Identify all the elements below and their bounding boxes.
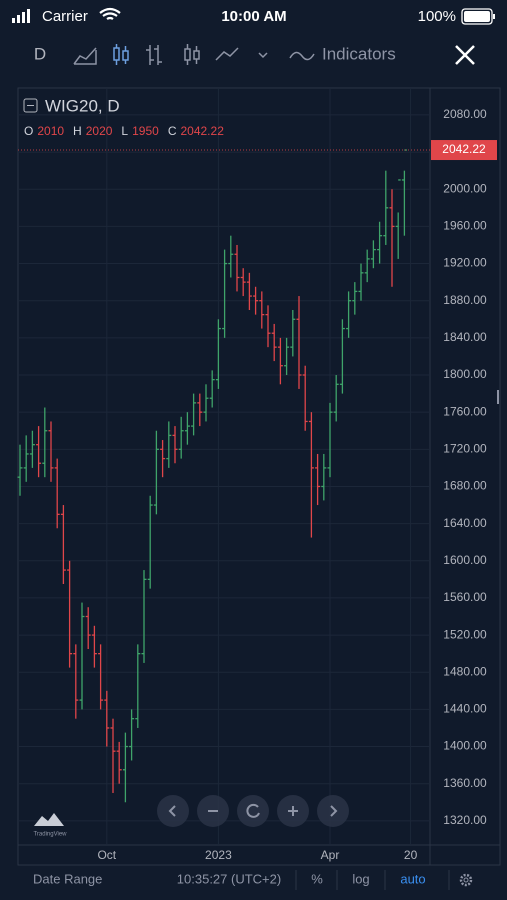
y-tick-label: 1800.00: [443, 367, 487, 381]
y-tick-label: 1720.00: [443, 441, 487, 455]
y-tick-label: 1880.00: [443, 293, 487, 307]
nav-buttons: [157, 795, 349, 827]
timezone-clock[interactable]: 10:35:27 (UTC+2): [177, 871, 281, 886]
y-tick-label: 1680.00: [443, 479, 487, 493]
ohlc-legend: O 2010 H 2020 L 1950 C 2042.22: [24, 124, 224, 138]
y-tick-label: 2000.00: [443, 181, 487, 195]
y-tick-label: 2080.00: [443, 107, 487, 121]
ohlc-key: O: [24, 124, 33, 138]
battery-icon: [461, 8, 495, 25]
line-chart-button[interactable]: [215, 47, 239, 61]
logo-icon: [34, 813, 64, 826]
scroll-right-button[interactable]: [317, 795, 349, 827]
area-chart-button[interactable]: [73, 47, 97, 65]
ohlc-key: H: [73, 124, 82, 138]
close-button[interactable]: [455, 45, 475, 65]
y-tick-label: 1840.00: [443, 330, 487, 344]
y-tick-label: 1440.00: [443, 702, 487, 716]
plot: [17, 88, 430, 845]
last-price-label: 2042.22: [442, 142, 486, 156]
y-tick-label: 1640.00: [443, 516, 487, 530]
collapse-button[interactable]: [23, 98, 38, 113]
y-tick-label: 1960.00: [443, 219, 487, 233]
resize-handle[interactable]: [497, 390, 499, 404]
x-tick-label: Apr: [321, 848, 340, 862]
y-tick-label: 1360.00: [443, 776, 487, 790]
ohlc-value: 2010: [37, 124, 64, 138]
y-tick-label: 1400.00: [443, 739, 487, 753]
auto-button[interactable]: auto: [400, 871, 425, 886]
y-tick-label: 1480.00: [443, 664, 487, 678]
y-tick-label: 1760.00: [443, 404, 487, 418]
indicators-icon: [289, 51, 315, 61]
battery-level: 100%: [418, 8, 456, 25]
ohlc-key: L: [121, 124, 128, 138]
logo-text: TradingView: [33, 832, 67, 838]
x-tick-label: 20: [404, 848, 418, 862]
ohlc-value: 2042.22: [180, 124, 224, 138]
ohlc-value: 1950: [132, 124, 159, 138]
y-tick-label: 1320.00: [443, 813, 487, 827]
reset-button[interactable]: [237, 795, 269, 827]
percent-button[interactable]: %: [311, 871, 323, 886]
interval-button[interactable]: D: [34, 44, 46, 63]
symbol-title: WIG20, D: [45, 96, 120, 115]
x-tick-label: 2023: [205, 848, 232, 862]
candle-chart-button[interactable]: [113, 44, 129, 65]
scroll-left-button[interactable]: [157, 795, 189, 827]
chart-type-dropdown[interactable]: [258, 52, 268, 59]
last-price-tag: [431, 140, 497, 161]
signal-icon: [12, 9, 30, 23]
x-tick-label: Oct: [97, 848, 116, 862]
y-tick-label: 1600.00: [443, 553, 487, 567]
hollow-candle-button[interactable]: [184, 44, 200, 65]
y-tick-label: 1920.00: [443, 256, 487, 270]
settings-button[interactable]: [459, 873, 473, 887]
wifi-icon: [99, 7, 121, 20]
indicators-button[interactable]: Indicators: [322, 44, 396, 63]
clock: 10:00 AM: [221, 8, 286, 25]
y-tick-label: 1560.00: [443, 590, 487, 604]
nav-icons: [168, 803, 338, 818]
ohlc-key: C: [168, 124, 177, 138]
ohlc-value: 2020: [86, 124, 113, 138]
y-tick-label: 1520.00: [443, 627, 487, 641]
carrier: Carrier: [42, 8, 88, 25]
chart-frame: [17, 87, 501, 866]
bar-chart-button[interactable]: [146, 45, 162, 65]
log-button[interactable]: log: [352, 871, 369, 886]
date-range-button[interactable]: Date Range: [33, 871, 102, 886]
